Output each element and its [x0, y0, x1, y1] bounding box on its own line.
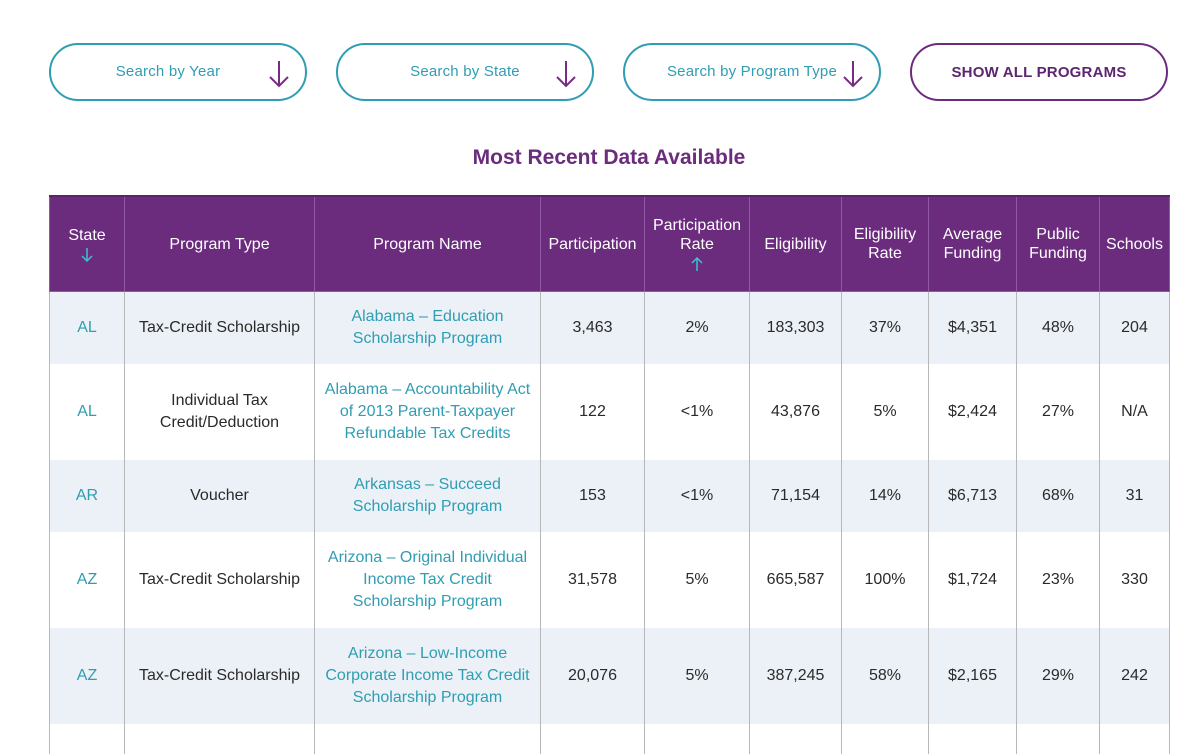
header-eligibility-rate-label: Eligibility Rate: [853, 226, 917, 262]
cell-average-funding: $1,724: [928, 531, 1017, 628]
section-title: Most Recent Data Available: [472, 146, 746, 169]
cell-schools: 242: [1099, 627, 1170, 724]
header-public-funding[interactable]: Public Funding: [1016, 195, 1100, 292]
sort-up-icon: [691, 256, 703, 271]
search-by-program-type-label: Search by Program Type: [666, 63, 838, 80]
cell-public-funding: 48%: [1016, 291, 1100, 364]
header-average-funding[interactable]: Average Funding: [928, 195, 1017, 292]
cell-eligibility-rate: 14%: [841, 459, 929, 532]
cell-average-funding: $6,713: [928, 459, 1017, 532]
cell-public-funding: 29%: [1016, 627, 1100, 724]
header-state-label: State: [68, 226, 106, 244]
cell-eligibility-rate: 5%: [841, 363, 929, 460]
header-eligibility[interactable]: Eligibility: [749, 195, 842, 292]
header-participation-rate[interactable]: Participation Rate: [644, 195, 750, 292]
cell-program-type: Tax-Credit Scholarship: [124, 531, 315, 628]
cell-program-type: Tax-Credit Scholarship: [124, 627, 315, 724]
header-program-name[interactable]: Program Name: [314, 195, 541, 292]
cell-participation-rate: <1%: [644, 459, 750, 532]
cell-eligibility: 71,154: [749, 459, 842, 532]
header-participation-label: Participation: [548, 235, 637, 253]
cell-participation-rate: 5%: [644, 627, 750, 724]
arrow-down-icon: [556, 61, 576, 88]
table-row: AZ Tax-Credit Scholarship Arizona – Low-…: [49, 627, 1170, 724]
cell-state: AZ: [49, 531, 125, 628]
cell-eligibility-rate: 37%: [841, 291, 929, 364]
cell-schools: N/A: [1099, 363, 1170, 460]
sort-down-icon: [81, 247, 93, 262]
cell-participation-rate: 5%: [644, 531, 750, 628]
cell-participation: 122: [540, 363, 645, 460]
header-schools-label: Schools: [1106, 235, 1163, 253]
header-public-funding-label: Public Funding: [1029, 226, 1087, 262]
table-row: AZ Tax-Credit Scholarship Arizona – Orig…: [49, 531, 1170, 628]
cell-eligibility: 43,876: [749, 363, 842, 460]
filter-bar: Search by Year Search by State Search by…: [49, 43, 1168, 101]
header-eligibility-rate[interactable]: Eligibility Rate: [841, 195, 929, 292]
header-program-name-label: Program Name: [373, 235, 482, 253]
cell-public-funding: 23%: [1016, 531, 1100, 628]
header-participation[interactable]: Participation: [540, 195, 645, 292]
cell-program-name-link[interactable]: Arkansas – Succeed Scholarship Program: [314, 459, 541, 532]
cell-eligibility: 387,245: [749, 627, 842, 724]
cell-program-name-link[interactable]: Alabama – Education Scholarship Program: [314, 291, 541, 364]
cell-participation: 31,578: [540, 531, 645, 628]
header-state[interactable]: State: [49, 195, 125, 292]
cell-program-type: Voucher: [124, 459, 315, 532]
cell-participation-rate: <1%: [644, 363, 750, 460]
table-row: AL Tax-Credit Scholarship Alabama – Educ…: [49, 291, 1170, 364]
programs-table: State Program Type Program Name Particip…: [49, 195, 1170, 754]
search-by-state-dropdown[interactable]: Search by State: [336, 43, 594, 101]
table-row: AL Individual Tax Credit/Deduction Alaba…: [49, 363, 1170, 460]
cell-schools: 330: [1099, 531, 1170, 628]
arrow-down-icon: [269, 61, 289, 88]
cell-participation: 153: [540, 459, 645, 532]
cell-state: AZ: [49, 627, 125, 724]
cell-schools: 31: [1099, 459, 1170, 532]
cell-average-funding: $4,351: [928, 291, 1017, 364]
cell-participation: 20,076: [540, 627, 645, 724]
cell-state: AR: [49, 459, 125, 532]
header-schools[interactable]: Schools: [1099, 195, 1170, 292]
cell-public-funding: 27%: [1016, 363, 1100, 460]
cell-program-name-link[interactable]: Alabama – Accountability Act of 2013 Par…: [314, 363, 541, 460]
show-all-programs-label: SHOW ALL PROGRAMS: [951, 64, 1127, 81]
cell-average-funding: $2,424: [928, 363, 1017, 460]
show-all-programs-button[interactable]: SHOW ALL PROGRAMS: [910, 43, 1168, 101]
cell-schools: 204: [1099, 291, 1170, 364]
search-by-program-type-dropdown[interactable]: Search by Program Type: [623, 43, 881, 101]
cell-eligibility-rate: 58%: [841, 627, 929, 724]
cell-participation-rate: 2%: [644, 291, 750, 364]
cell-participation: 3,463: [540, 291, 645, 364]
header-program-type-label: Program Type: [169, 235, 270, 253]
cell-eligibility: 665,587: [749, 531, 842, 628]
header-eligibility-label: Eligibility: [764, 235, 827, 253]
arrow-down-icon: [843, 61, 863, 88]
cell-eligibility-rate: 100%: [841, 531, 929, 628]
search-by-state-label: Search by State: [410, 63, 520, 80]
cell-program-name-link[interactable]: Arizona – Low-Income Corporate Income Ta…: [314, 627, 541, 724]
cell-public-funding: 68%: [1016, 459, 1100, 532]
cell-program-type: Tax-Credit Scholarship: [124, 291, 315, 364]
header-average-funding-label: Average Funding: [942, 226, 1003, 262]
cell-eligibility: 183,303: [749, 291, 842, 364]
table-row-partial: [49, 723, 1170, 754]
search-by-year-dropdown[interactable]: Search by Year: [49, 43, 307, 101]
header-participation-rate-label: Participation Rate: [652, 217, 742, 253]
cell-state: AL: [49, 363, 125, 460]
table-header-row: State Program Type Program Name Particip…: [49, 195, 1170, 292]
cell-average-funding: $2,165: [928, 627, 1017, 724]
header-program-type[interactable]: Program Type: [124, 195, 315, 292]
cell-program-name-link[interactable]: Arizona – Original Individual Income Tax…: [314, 531, 541, 628]
search-by-year-label: Search by Year: [115, 63, 221, 80]
table-row: AR Voucher Arkansas – Succeed Scholarshi…: [49, 459, 1170, 532]
cell-program-type: Individual Tax Credit/Deduction: [124, 363, 315, 460]
cell-state: AL: [49, 291, 125, 364]
